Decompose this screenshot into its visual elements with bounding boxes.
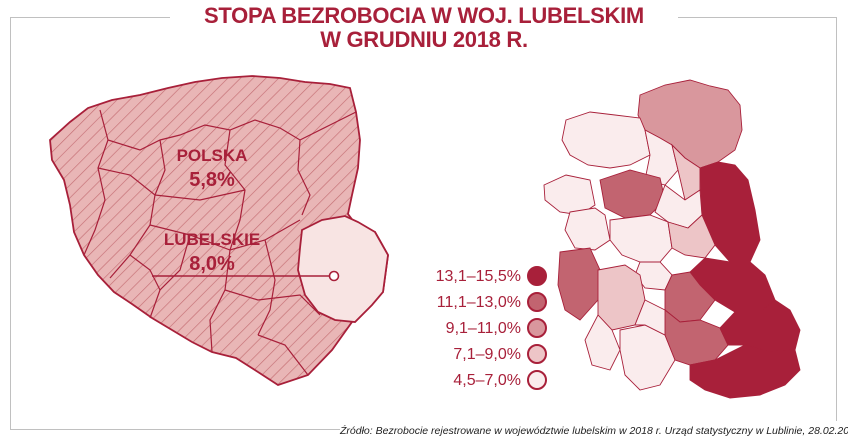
- source-text: Źródło: Bezrobocie rejestrowane w wojewó…: [340, 425, 848, 437]
- legend-label: 4,5–7,0%: [453, 372, 521, 389]
- legend-swatch: [527, 344, 547, 364]
- lubelskie-district-map: [543, 79, 801, 399]
- country-label: POLSKA: [177, 146, 248, 165]
- legend-swatch: [527, 370, 547, 390]
- legend-item: 7,1–9,0%: [407, 344, 547, 368]
- legend-label: 7,1–9,0%: [453, 346, 521, 363]
- title-block: STOPA BEZROBOCIA W WOJ. LUBELSKIM W GRUD…: [170, 4, 678, 54]
- country-value: 5,8%: [189, 169, 235, 191]
- legend-swatch: [527, 266, 547, 286]
- legend-item: 11,1–13,0%: [407, 292, 547, 316]
- legend-swatch: [527, 292, 547, 312]
- lubelskie-region: [297, 215, 389, 323]
- district-janow: [584, 314, 621, 371]
- legend-label: 11,1–13,0%: [436, 294, 521, 311]
- voivodeship-borders: [83, 109, 357, 376]
- district-tomaszow: [689, 344, 801, 399]
- region-value: 8,0%: [189, 253, 235, 275]
- title-line-1: STOPA BEZROBOCIA W WOJ. LUBELSKIM: [204, 3, 644, 28]
- legend-swatch: [527, 318, 547, 338]
- legend-item: 13,1–15,5%: [407, 266, 547, 290]
- legend-item: 9,1–11,0%: [407, 318, 547, 342]
- title-line-2: W GRUDNIU 2018 R.: [320, 27, 528, 52]
- region-label: LUBELSKIE: [164, 230, 260, 249]
- district-pulawy: [564, 207, 611, 251]
- district-opole-lubelskie: [557, 247, 601, 321]
- district-pulawy-south: [634, 299, 666, 336]
- legend-item: 4,5–7,0%: [407, 370, 547, 394]
- district-radzyn: [644, 129, 679, 186]
- pointer-dot: [328, 270, 340, 282]
- district-leczna: [667, 214, 716, 259]
- district-lukow: [561, 111, 651, 169]
- district-zamosc: [664, 309, 729, 366]
- district-lublin: [609, 214, 673, 263]
- source-note: Źródło: Bezrobocie rejestrowane w wojewó…: [340, 421, 848, 439]
- legend-label: 9,1–11,0%: [445, 320, 521, 337]
- legend-label: 13,1–15,5%: [435, 268, 521, 285]
